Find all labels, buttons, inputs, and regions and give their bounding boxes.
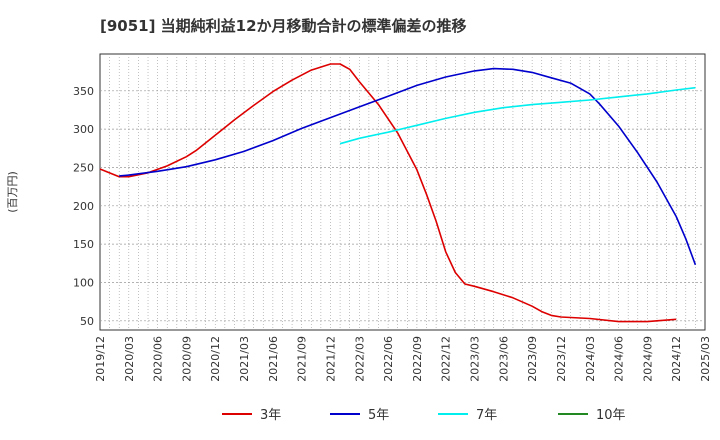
y-tick-label: 100	[73, 276, 94, 289]
legend-label-1: 3年	[260, 408, 281, 423]
y-tick-label: 250	[73, 161, 94, 174]
y-axis-label: (百万円)	[6, 171, 19, 213]
x-tick-label: 2022/09	[411, 336, 424, 382]
x-tick-label: 2023/12	[555, 336, 568, 382]
x-tick-label: 2024/03	[584, 336, 597, 382]
y-axis: 50 100 150 200 250 300 350	[73, 85, 94, 328]
x-tick-label: 2022/06	[382, 336, 395, 382]
x-tick-label: 2022/03	[353, 336, 366, 382]
x-tick-label: 2021/03	[238, 336, 251, 382]
x-tick-label: 2022/12	[440, 336, 453, 382]
x-tick-label: 2020/03	[123, 336, 136, 382]
x-tick-label: 2021/09	[296, 336, 309, 382]
series-line-3	[339, 86, 696, 145]
x-axis: 2019/12 2020/03 2020/06 2020/09 2020/12 2021/…	[94, 336, 712, 382]
plot-area	[99, 53, 706, 331]
legend-label-3: 7年	[476, 408, 497, 423]
x-tick-label: 2019/12	[94, 336, 107, 382]
y-tick-label: 200	[73, 200, 94, 213]
x-tick-label: 2020/06	[152, 336, 165, 382]
y-tick-label: 350	[73, 85, 94, 98]
x-tick-label: 2020/09	[180, 336, 193, 382]
series-line-1	[99, 63, 677, 323]
legend-label-2: 5年	[368, 408, 389, 423]
series-lines	[99, 63, 697, 323]
chart-title: [9051] 当期純利益12か月移動合計の標準偏差の推移	[100, 17, 467, 35]
x-tick-label: 2023/03	[469, 336, 482, 382]
y-tick-label: 300	[73, 123, 94, 136]
x-tick-label: 2025/03	[699, 336, 712, 382]
y-tick-label: 150	[73, 238, 94, 251]
x-tick-label: 2023/09	[526, 336, 539, 382]
legend-label-4: 10年	[596, 408, 626, 423]
x-tick-label: 2021/06	[267, 336, 280, 382]
grid-lines	[100, 54, 705, 330]
x-tick-label: 2024/06	[613, 336, 626, 382]
series-line-2	[119, 67, 697, 266]
x-tick-label: 2021/12	[324, 336, 337, 382]
x-tick-label: 2024/09	[641, 336, 654, 382]
x-tick-label: 2024/12	[670, 336, 683, 382]
x-tick-label: 2023/06	[497, 336, 510, 382]
y-tick-label: 50	[80, 315, 94, 328]
legend: 3年 5年 7年 10年	[222, 408, 626, 423]
x-tick-label: 2020/12	[209, 336, 222, 382]
